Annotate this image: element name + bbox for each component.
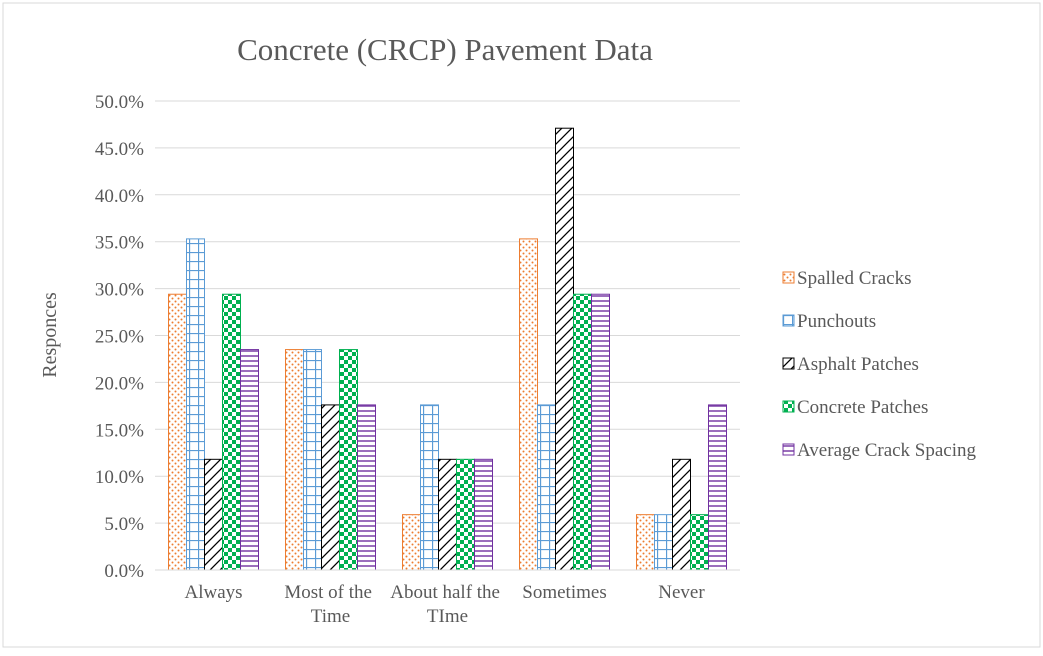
- y-tick-label: 50.0%: [95, 92, 144, 113]
- bar: [537, 404, 556, 571]
- y-tick-label: 25.0%: [95, 327, 144, 348]
- bar: [690, 514, 709, 571]
- chart-title: Concrete (CRCP) Pavement Data: [237, 32, 653, 67]
- bar: [204, 458, 223, 571]
- bar: [456, 458, 475, 571]
- bar: [222, 293, 241, 571]
- y-axis-label: Responces: [39, 292, 61, 378]
- bar: [240, 349, 259, 571]
- y-tick-label: 0.0%: [104, 561, 144, 582]
- y-tick-label: 5.0%: [104, 514, 144, 535]
- x-tick-label: Never: [658, 582, 705, 603]
- bar: [555, 127, 574, 571]
- legend-swatch: [782, 443, 795, 456]
- x-tick-line: Most of the: [284, 582, 376, 603]
- bar: [303, 349, 322, 571]
- bar: [591, 293, 610, 571]
- legend-label: Concrete Patches: [797, 397, 928, 418]
- legend-swatch: [782, 271, 795, 284]
- legend-swatch: [782, 314, 795, 327]
- x-tick-label: About half the TIme: [390, 582, 505, 627]
- legend-swatch: [782, 357, 795, 370]
- y-tick-label: 35.0%: [95, 233, 144, 254]
- legend-label: Punchouts: [797, 311, 876, 332]
- bar: [285, 349, 304, 571]
- y-tick-label: 40.0%: [95, 186, 144, 207]
- bar: [672, 458, 691, 571]
- bar: [402, 514, 421, 571]
- bar: [168, 293, 187, 571]
- x-tick-line: TIme: [427, 606, 468, 627]
- x-tick-line: Time: [311, 606, 350, 627]
- bar: [357, 404, 376, 571]
- bar: [519, 238, 538, 571]
- bar: [474, 458, 493, 571]
- legend-label: Average Crack Spacing: [797, 440, 977, 461]
- bar: [438, 458, 457, 571]
- bar: [654, 514, 673, 571]
- x-tick-line: About half the: [390, 582, 505, 603]
- bar: [573, 293, 592, 571]
- x-tick-label: Sometimes: [522, 582, 606, 603]
- bar: [420, 404, 439, 571]
- x-tick-label: Always: [184, 582, 242, 603]
- bar: [636, 514, 655, 571]
- bar: [321, 404, 340, 571]
- bar: [186, 238, 205, 571]
- y-tick-label: 30.0%: [95, 280, 144, 301]
- legend-swatch: [782, 400, 795, 413]
- y-tick-label: 10.0%: [95, 467, 144, 488]
- bar: [708, 404, 727, 571]
- y-tick-label: 15.0%: [95, 420, 144, 441]
- legend-label: Spalled Cracks: [797, 268, 912, 289]
- x-tick-label: Most of the Time: [284, 582, 376, 627]
- bar: [339, 349, 358, 571]
- y-tick-label: 45.0%: [95, 139, 144, 160]
- legend-label: Asphalt Patches: [797, 354, 919, 375]
- y-tick-label: 20.0%: [95, 373, 144, 394]
